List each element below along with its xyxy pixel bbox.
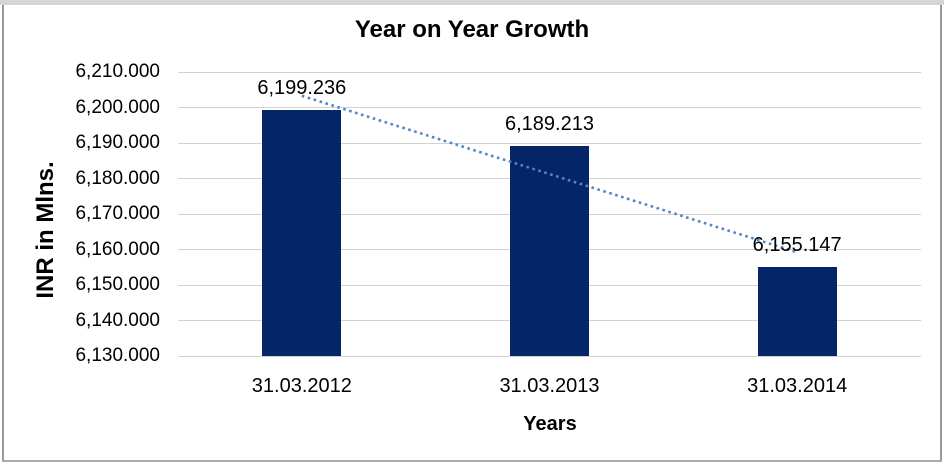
gridline (178, 355, 921, 357)
y-tick-label: 6,210.000 (75, 61, 160, 82)
y-tick-label: 6,140.000 (75, 309, 160, 331)
gridline (178, 142, 921, 144)
x-tick-label: 31.03.2013 (499, 375, 600, 397)
bar-31.03.2014 (757, 266, 837, 356)
gridline (178, 71, 921, 73)
y-tick-label: 6,180.000 (75, 167, 160, 189)
y-tick-label: 6,150.000 (75, 274, 160, 295)
y-tick-label: 6,170.000 (75, 203, 160, 224)
chart-border-left (2, 5, 4, 461)
x-axis-title: Years (523, 413, 577, 435)
gridline (178, 107, 921, 108)
chart-border-bottom (2, 460, 942, 462)
bar-value-label: 6,155.147 (752, 233, 842, 256)
bar-value-label: 6,189.213 (505, 112, 594, 135)
chart-border-right (940, 5, 942, 461)
y-tick-label: 6,160.000 (75, 238, 160, 260)
x-tick-label: 31.03.2014 (747, 375, 848, 397)
bar-value-label: 6,199.236 (257, 77, 347, 100)
y-tick-label: 6,200.000 (75, 96, 160, 118)
y-tick-label: 6,130.000 (75, 345, 160, 366)
bar-31.03.2013 (510, 145, 589, 356)
chart-title: Year on Year Growth (354, 16, 590, 43)
chart-border-top (0, 0, 944, 5)
bar-31.03.2012 (262, 110, 342, 356)
plot-area (178, 71, 921, 357)
y-tick-label: 6,190.000 (75, 132, 160, 153)
x-tick-label: 31.03.2012 (251, 375, 352, 397)
